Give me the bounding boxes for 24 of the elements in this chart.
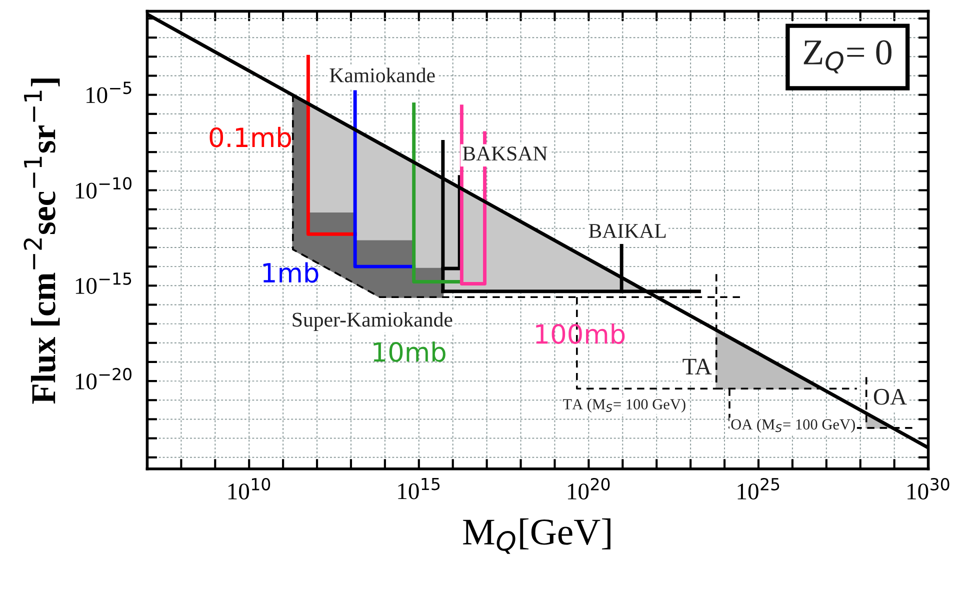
annotation: BAKSAN xyxy=(462,146,548,161)
y-axis-title: Flux [cm$^{−2}$sec$^{−1}$sr$^{−1}$] xyxy=(24,78,60,404)
x-axis-title: M$_{Q}$[GeV] xyxy=(463,518,610,554)
annotation: OA (M$_{S}$= 100 GeV) xyxy=(731,418,855,433)
annotation: Z$_{Q}$= 0 xyxy=(804,40,892,74)
annotation: TA (M$_{S}$= 100 GeV) xyxy=(563,398,686,413)
x-tick-label: 10$^{15}$ xyxy=(398,478,440,500)
y-tick-label: 10$^{−5}$ xyxy=(86,82,132,104)
x-tick-label: 10$^{20}$ xyxy=(568,478,610,500)
series-label: 1mb xyxy=(263,262,318,283)
y-tick-label: 10$^{−15}$ xyxy=(76,272,132,294)
x-tick-label: 10$^{30}$ xyxy=(908,478,950,500)
y-tick-label: 10$^{−20}$ xyxy=(76,368,132,390)
text: 10mb xyxy=(374,342,446,362)
annotation: Kamiokande xyxy=(330,68,435,82)
x-tick-label: 10$^{10}$ xyxy=(228,478,270,500)
x-tick-label: 10$^{25}$ xyxy=(738,478,780,500)
annotation: OA xyxy=(874,388,907,405)
text: 100mb xyxy=(536,324,625,344)
annotation: BAIKAL xyxy=(588,224,666,238)
annotation: TA xyxy=(682,358,712,374)
y-tick-label: 10$^{−10}$ xyxy=(76,177,132,199)
annotation: Super-Kamiokande xyxy=(292,312,452,331)
series-label: 0.1mb xyxy=(210,126,291,148)
